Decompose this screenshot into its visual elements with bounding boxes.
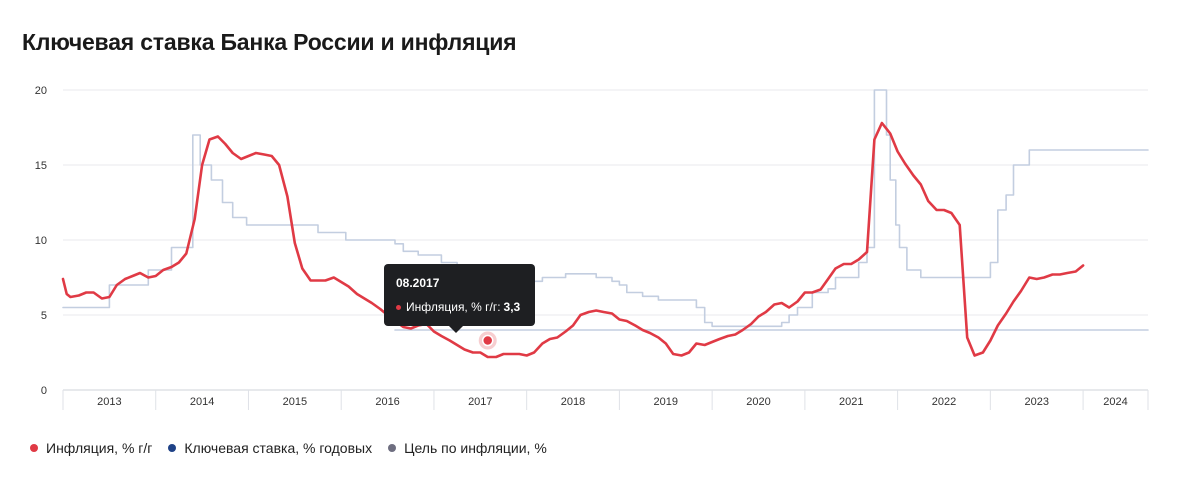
x-tick-label: 2013	[97, 396, 121, 408]
y-tick-label: 5	[41, 310, 47, 322]
legend-item-key-rate[interactable]: Ключевая ставка, % годовых	[168, 440, 372, 456]
y-tick-label: 15	[35, 160, 47, 172]
x-tick-label: 2014	[190, 396, 214, 408]
legend-item-inflation[interactable]: Инфляция, % г/г	[30, 440, 152, 456]
series-line-key-rate	[62, 89, 1149, 328]
x-tick-label: 2020	[746, 396, 770, 408]
x-tick-label: 2019	[654, 396, 678, 408]
series-line-inflation	[61, 121, 1085, 359]
x-tick-label: 2021	[839, 396, 863, 408]
chart-tooltip: 08.2017 Инфляция, % г/г: 3,3	[384, 264, 535, 333]
tooltip-row: Инфляция, % г/г: 3,3	[396, 300, 523, 314]
chart-series	[61, 89, 1149, 359]
x-tick-label: 2017	[468, 396, 492, 408]
legend-marker-inflation-target	[388, 444, 397, 452]
legend-label-inflation: Инфляция, % г/г	[46, 440, 153, 456]
y-tick-label: 0	[41, 385, 47, 397]
chart-grid	[63, 89, 1148, 391]
tooltip-date: 08.2017	[396, 276, 440, 290]
x-tick-label: 2022	[932, 396, 956, 408]
x-tick-label: 2016	[375, 396, 399, 408]
y-tick-label: 10	[35, 235, 47, 247]
legend-label-inflation-target: Цель по инфляции, %	[404, 440, 547, 456]
x-tick-label: 2024	[1103, 396, 1127, 408]
legend-item-inflation-target[interactable]: Цель по инфляции, %	[388, 440, 547, 456]
x-axis: 2013 2014 2015 2016 2017 2018 2019 2020 2021 2022…	[62, 390, 1149, 410]
tooltip-value: 3,3	[503, 300, 521, 314]
x-tick-label: 2018	[561, 396, 585, 408]
y-axis-ticks: 0 5 10 15 20	[35, 85, 47, 397]
tooltip-series-label: Инфляция, % г/г:	[406, 300, 501, 314]
page-title: Ключевая ставка Банка России и инфляция	[22, 29, 517, 55]
x-tick-label: 2023	[1024, 396, 1048, 408]
tooltip-series-dot	[396, 304, 401, 310]
legend-marker-inflation	[30, 444, 38, 452]
hover-marker	[478, 331, 497, 350]
legend-marker-key-rate	[168, 444, 177, 452]
legend-label-key-rate: Ключевая ставка, % годовых	[184, 440, 373, 456]
chart-legend: Инфляция, % г/г Ключевая ставка, % годов…	[30, 440, 547, 456]
hover-marker-point	[481, 334, 494, 347]
x-tick-label: 2015	[283, 396, 307, 408]
y-tick-label: 20	[35, 85, 47, 97]
